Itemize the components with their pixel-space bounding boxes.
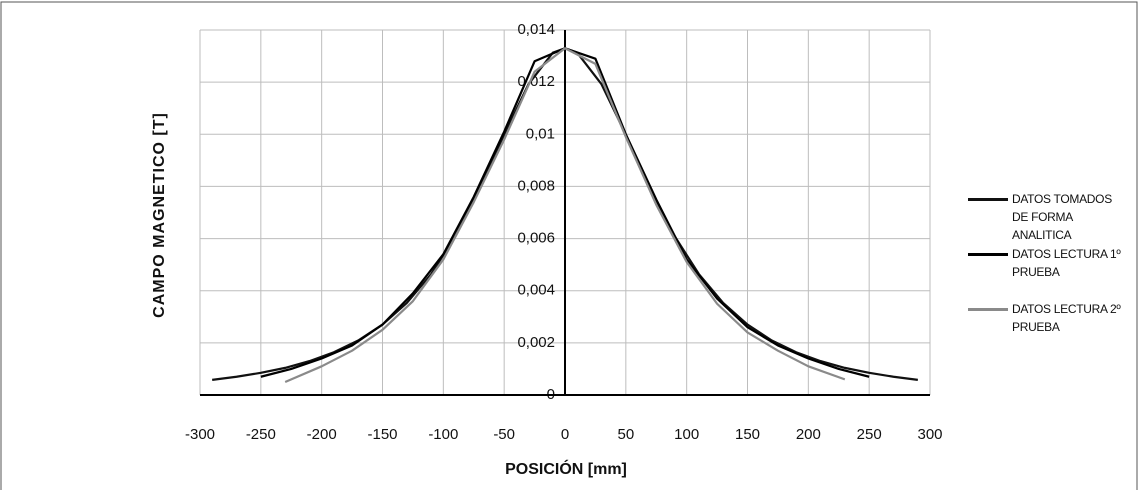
legend-label: DATOS LECTURA 2º PRUEBA	[1012, 302, 1121, 334]
legend-swatch	[968, 253, 1008, 256]
x-tick-label: -50	[493, 426, 515, 443]
legend-label: DATOS LECTURA 1º PRUEBA	[1012, 247, 1121, 279]
legend-swatch	[968, 198, 1008, 201]
x-axis-label: POSICIÓN [mm]	[505, 459, 627, 478]
x-tick-label: 0	[561, 426, 569, 443]
y-tick-label: 0,01	[526, 125, 555, 142]
y-tick-label: 0,002	[517, 334, 555, 351]
legend-item: DATOS LECTURA 1º PRUEBA	[968, 245, 1133, 289]
x-tick-label: 300	[917, 426, 942, 443]
x-tick-label: 50	[617, 426, 634, 443]
x-tick-label: 100	[674, 426, 699, 443]
line-series	[284, 47, 846, 383]
x-tick-label: -100	[428, 426, 458, 443]
y-tick-label: 0,008	[517, 177, 555, 194]
legend-item: DATOS LECTURA 2º PRUEBA	[968, 300, 1133, 344]
y-tick-label: 0,014	[517, 21, 555, 38]
legend-label: DATOS TOMADOS DE FORMA ANALITICA	[1012, 192, 1112, 242]
x-tick-label: -200	[307, 426, 337, 443]
x-tick-label: 200	[796, 426, 821, 443]
x-tick-label: -300	[185, 426, 215, 443]
y-axis-label: CAMPO MAGNETICO [T]	[151, 112, 168, 318]
y-tick-label: 0,006	[517, 230, 555, 247]
y-tick-label: 0,004	[517, 282, 555, 299]
x-tick-label: 250	[857, 426, 882, 443]
legend-swatch	[968, 308, 1008, 311]
legend-item: DATOS TOMADOS DE FORMA ANALITICA	[968, 190, 1133, 242]
x-tick-label: -150	[367, 426, 397, 443]
x-tick-label: 150	[735, 426, 760, 443]
x-tick-label: -250	[246, 426, 276, 443]
